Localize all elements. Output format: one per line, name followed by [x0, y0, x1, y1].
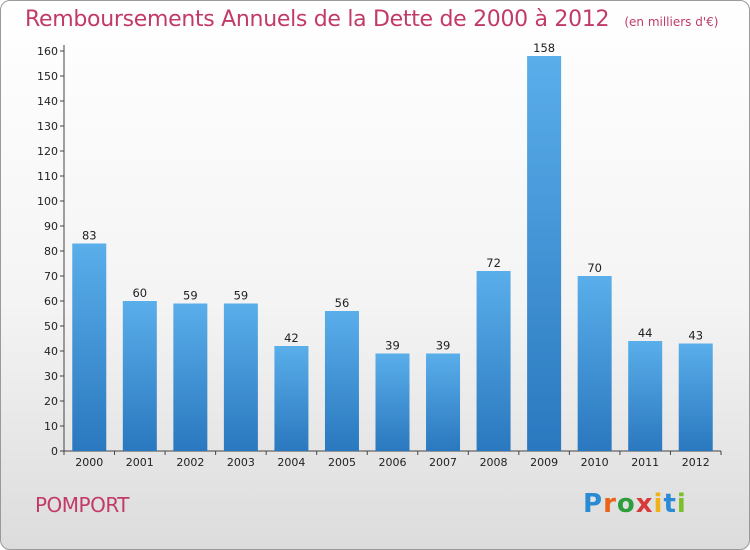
logo-letter: o — [616, 489, 636, 519]
value-label-2006: 39 — [385, 339, 400, 353]
x-tick-label-2009: 2009 — [530, 456, 558, 469]
bar-2002 — [173, 303, 208, 451]
x-tick-label-2007: 2007 — [429, 456, 457, 469]
x-tick-label-2004: 2004 — [277, 456, 305, 469]
y-tick-label: 30 — [44, 370, 58, 383]
value-label-2011: 44 — [638, 326, 653, 340]
y-tick-label: 50 — [44, 320, 58, 333]
logo-letter: i — [653, 489, 664, 519]
value-label-2010: 70 — [587, 261, 602, 275]
logo-letter: t — [663, 489, 677, 519]
x-tick-label-2011: 2011 — [631, 456, 659, 469]
x-tick-label-2000: 2000 — [75, 456, 103, 469]
x-tick-label-2006: 2006 — [379, 456, 407, 469]
commune-name: POMPORT — [35, 493, 130, 517]
value-label-2008: 72 — [486, 256, 501, 270]
axes: 0 10 20 30 40 50 60 70 80 90 100 110 120 130 140 150 160 — [37, 45, 722, 458]
logo-letter: r — [603, 489, 617, 519]
x-tick-label-2008: 2008 — [480, 456, 508, 469]
y-tick-label: 10 — [44, 420, 58, 433]
bars — [72, 56, 713, 451]
proxiti-logo: Proxiti — [583, 489, 687, 519]
logo-letter: P — [583, 489, 604, 519]
bar-2008 — [476, 271, 511, 451]
logo-letter: i — [676, 489, 687, 519]
labels: 83 2000 60 2001 59 2002 59 2003 42 2004 56 2005 39 20… — [75, 41, 709, 469]
y-tick-label: 60 — [44, 295, 58, 308]
y-tick-label: 0 — [51, 445, 58, 458]
value-label-2001: 60 — [132, 286, 147, 300]
bar-2011 — [628, 341, 663, 451]
chart-subtitle: (en milliers d'€) — [624, 15, 719, 29]
bar-2012 — [678, 343, 713, 451]
value-label-2012: 43 — [688, 329, 703, 343]
value-label-2000: 83 — [82, 229, 97, 243]
y-tick-label: 40 — [44, 345, 58, 358]
value-label-2007: 39 — [436, 339, 451, 353]
bar-2000 — [72, 243, 107, 451]
title-row: Remboursements Annuels de la Dette de 20… — [25, 7, 718, 32]
bar-2003 — [223, 303, 258, 451]
y-tick-label: 20 — [44, 395, 58, 408]
x-tick-label-2012: 2012 — [682, 456, 710, 469]
chart-title: Remboursements Annuels de la Dette de 20… — [25, 7, 610, 32]
bar-2009 — [527, 56, 562, 451]
bar-2010 — [577, 276, 612, 451]
y-tick-label: 130 — [37, 120, 58, 133]
x-tick-label-2001: 2001 — [126, 456, 154, 469]
y-tick-label: 140 — [37, 95, 58, 108]
logo-letter: x — [635, 489, 654, 519]
bar-2004 — [274, 346, 309, 451]
y-tick-label: 160 — [37, 45, 58, 58]
x-tick-label-2010: 2010 — [581, 456, 609, 469]
y-tick-label: 80 — [44, 245, 58, 258]
value-label-2002: 59 — [183, 289, 198, 303]
y-tick-label: 90 — [44, 220, 58, 233]
x-tick-label-2003: 2003 — [227, 456, 255, 469]
y-tick-label: 100 — [37, 195, 58, 208]
x-tick-label-2005: 2005 — [328, 456, 356, 469]
value-label-2005: 56 — [335, 296, 350, 310]
value-label-2009: 158 — [533, 41, 555, 55]
bar-2007 — [426, 353, 461, 451]
x-tick-label-2002: 2002 — [176, 456, 204, 469]
bar-2005 — [324, 311, 359, 451]
y-tick-label: 120 — [37, 145, 58, 158]
y-tick-label: 150 — [37, 70, 58, 83]
value-label-2004: 42 — [284, 331, 299, 345]
value-label-2003: 59 — [234, 289, 249, 303]
y-tick-label: 70 — [44, 270, 58, 283]
bar-2001 — [122, 301, 157, 451]
y-tick-label: 110 — [37, 170, 58, 183]
bar-2006 — [375, 353, 410, 451]
